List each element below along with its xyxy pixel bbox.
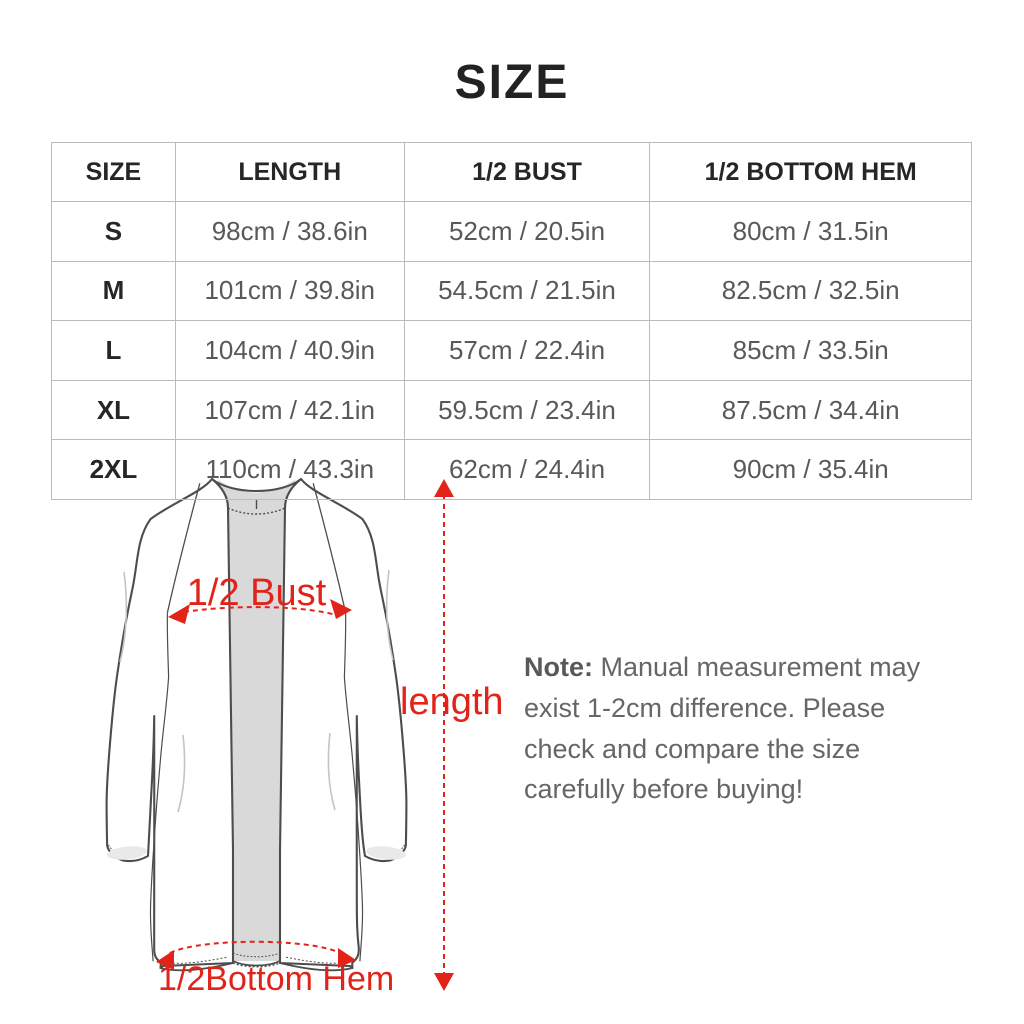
svg-text:1/2 Bust: 1/2 Bust (187, 572, 327, 614)
svg-text:1/2Bottom Hem: 1/2Bottom Hem (158, 960, 394, 998)
svg-text:length: length (400, 681, 504, 723)
